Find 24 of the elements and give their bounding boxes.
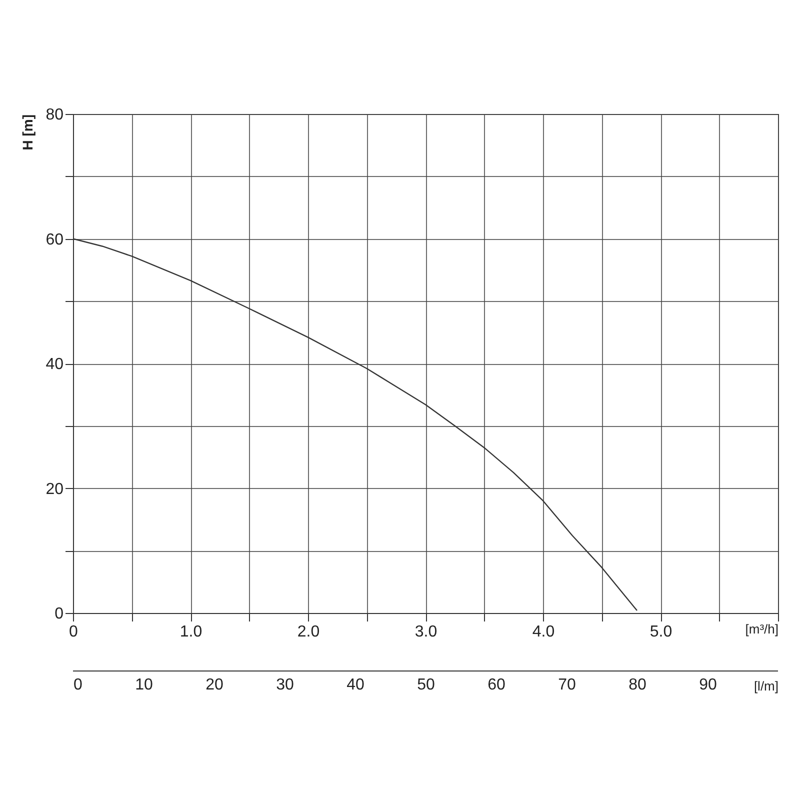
x2-tick-label: 10 [135,676,153,694]
x2-tick-label: 40 [346,676,364,694]
x2-tick-label: 0 [74,676,82,694]
y-tick-label: 40 [46,356,64,373]
y-tick-label: 80 [46,106,64,124]
x2-tick-label: 20 [206,676,224,694]
x2-tick-label: 50 [417,676,435,694]
x2-tick-label: 80 [628,676,646,694]
x2-tick-label: 70 [558,676,576,694]
x2-tick-label: 90 [699,676,717,694]
y-tick-label: 20 [46,480,64,498]
x-tick-label: 3.0 [414,624,438,640]
x-tick-label: 1.0 [180,624,202,640]
x2-axis-title: [l/m] [754,678,778,694]
x-axis-title: [m³/h] [745,622,778,636]
x2-tick-label: 60 [488,676,506,694]
x-tick-label: 5.0 [650,624,672,640]
y-axis-title: H [m] [20,114,36,150]
x2-tick-label: 30 [276,676,294,694]
y-tick-label: 0 [54,606,64,622]
x-tick-label: 0 [69,624,78,640]
y-tick-label: 60 [46,231,64,248]
x-tick-label: 4.0 [532,624,555,640]
x-tick-label: 2.0 [297,624,320,640]
